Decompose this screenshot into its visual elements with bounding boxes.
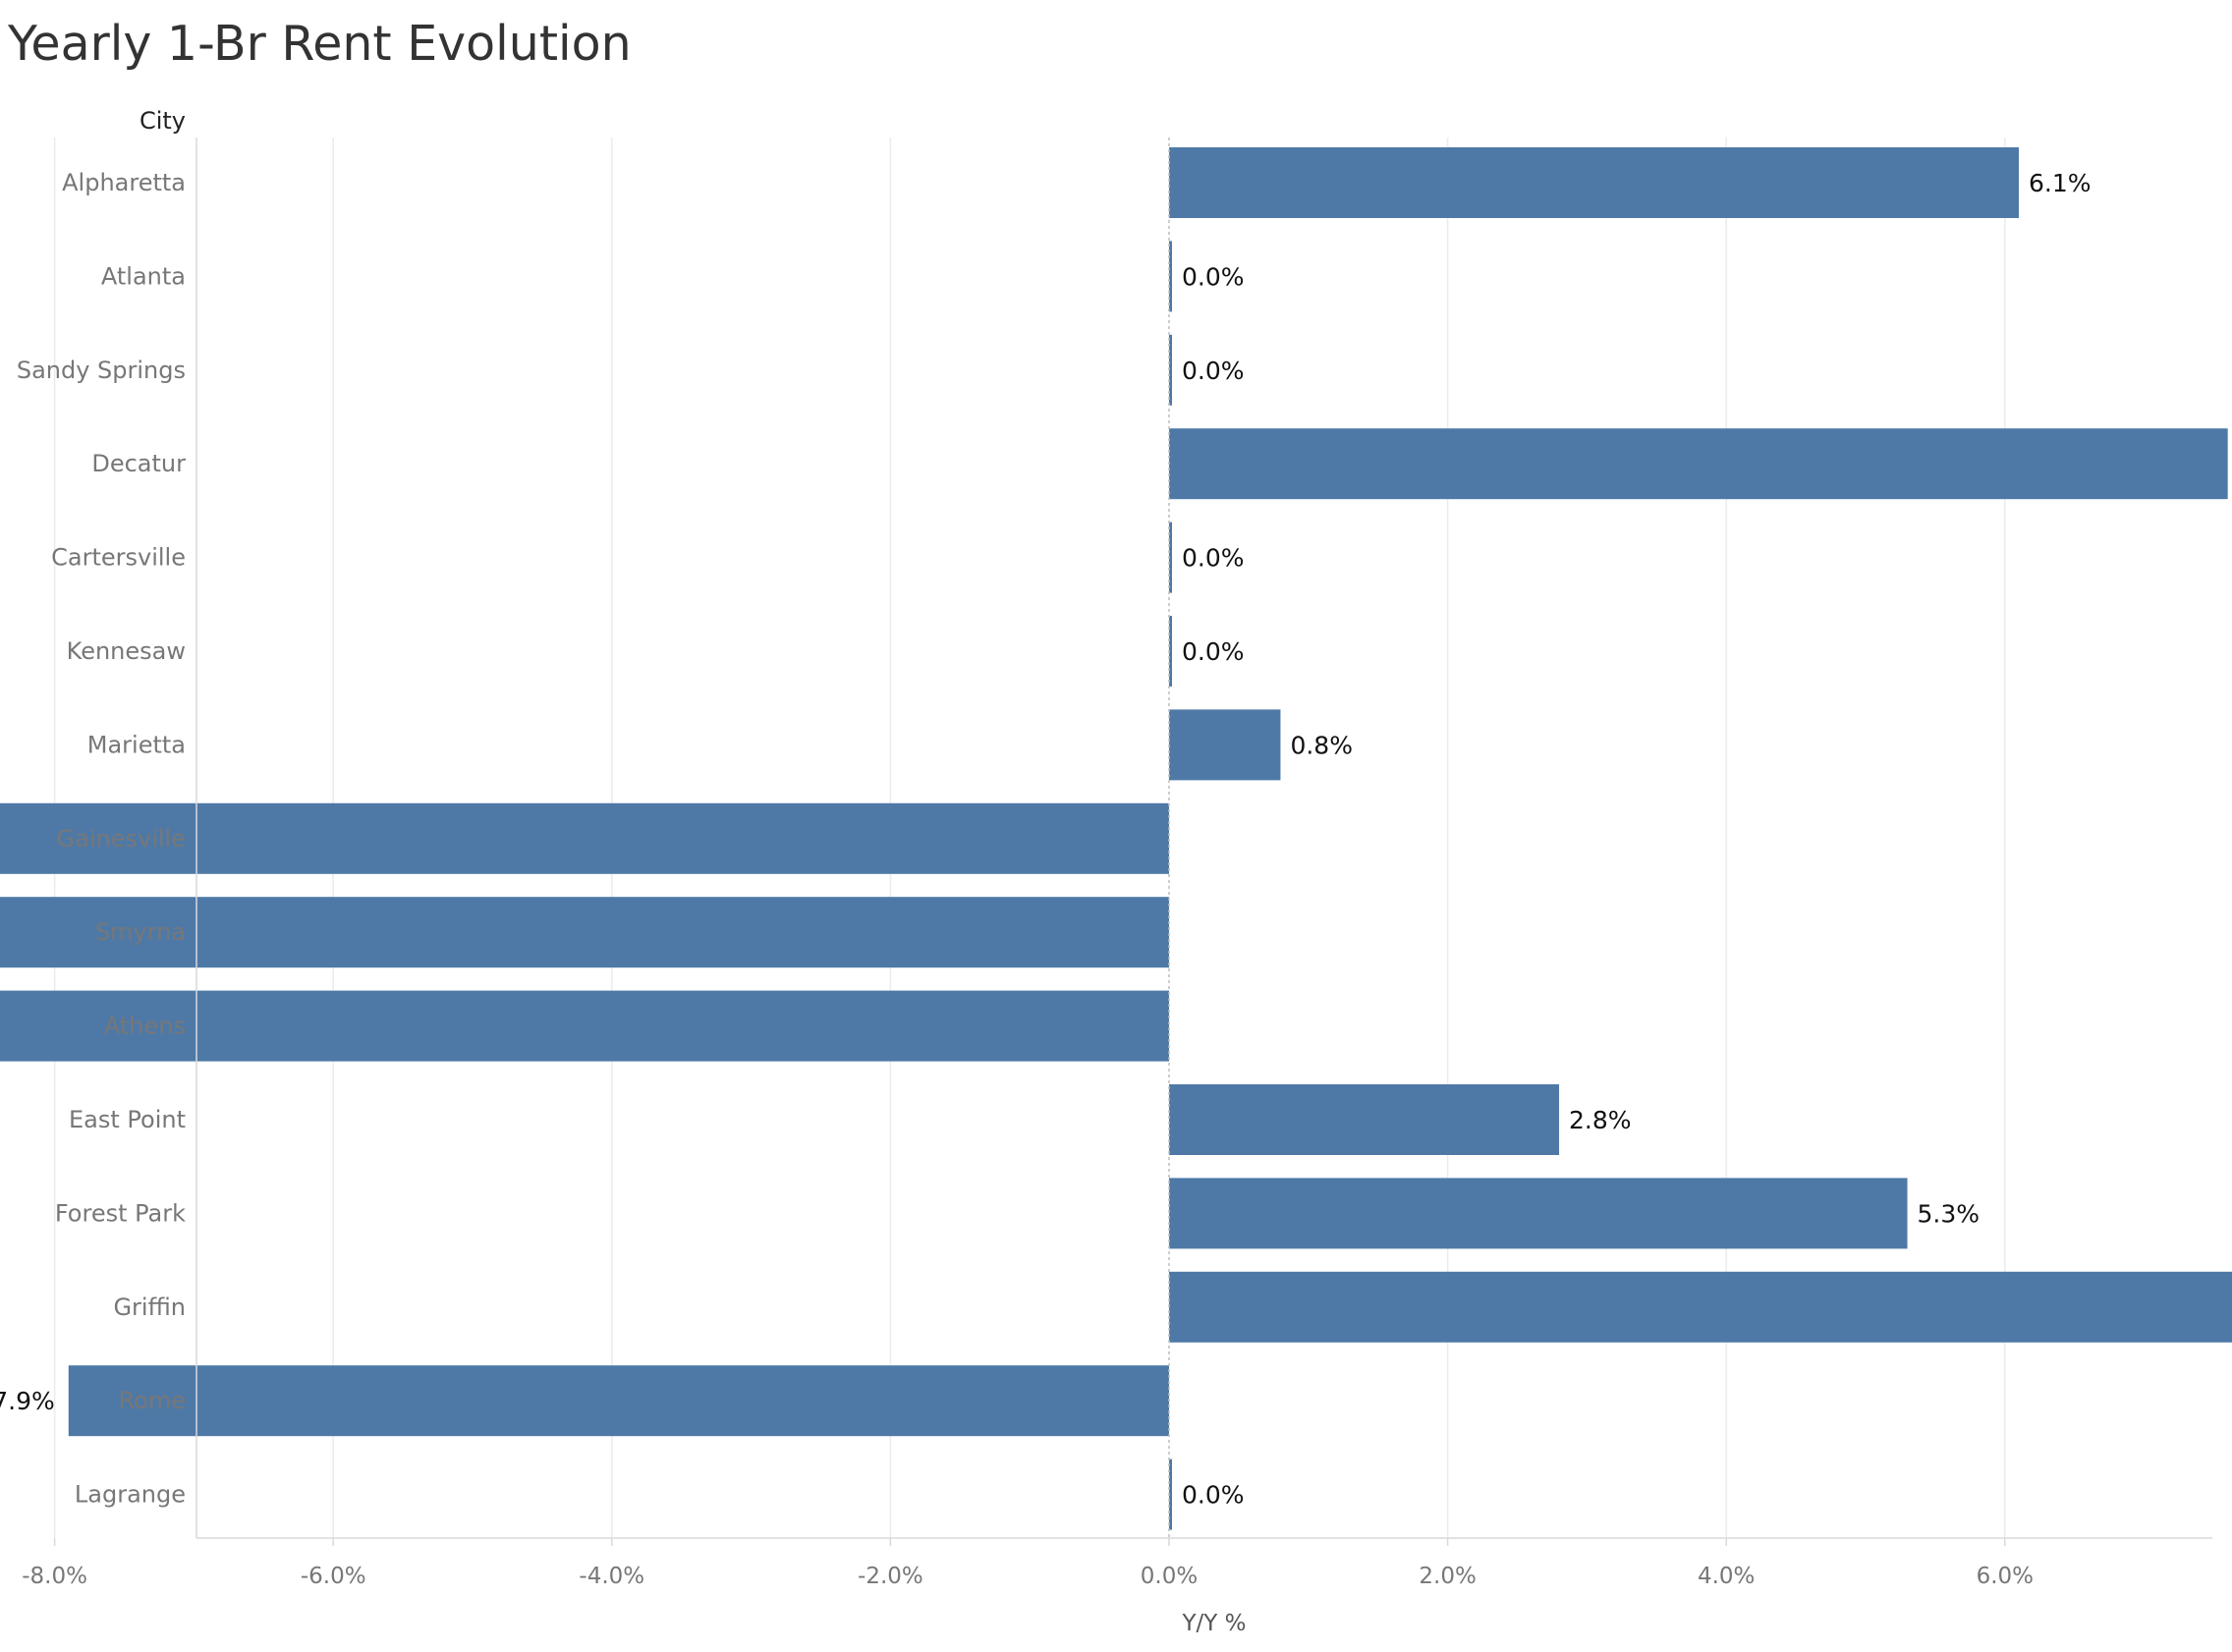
- data-label: 0.0%: [1182, 1481, 1245, 1510]
- x-tick-label: 6.0%: [1977, 1564, 2034, 1589]
- bar-kennesaw: [1169, 616, 1172, 687]
- axes: -12.0%-10.0%-8.0%-6.0%-4.0%-2.0%0.0%2.0%…: [22, 138, 2212, 1589]
- category-label: East Point: [69, 1106, 186, 1133]
- labels: Alpharetta 6.1% Atlanta 0.0% Sandy Springs 0.…: [0, 169, 2092, 1510]
- x-axis-title: Y/Y %: [1181, 1611, 1246, 1636]
- category-label: Griffin: [113, 1294, 186, 1321]
- bar-atlanta: [1169, 241, 1172, 312]
- category-label: Sandy Springs: [17, 357, 186, 384]
- bar-smyrna: [0, 897, 1170, 968]
- bar-griffin: [1169, 1271, 2232, 1343]
- bar-athens: [0, 990, 1170, 1062]
- category-label: Decatur: [91, 450, 186, 477]
- category-label: Marietta: [87, 731, 186, 758]
- data-label: 0.0%: [1182, 262, 1245, 291]
- bar-gainesville: [0, 802, 1169, 874]
- bar-cartersville: [1169, 522, 1172, 593]
- category-label: Cartersville: [51, 544, 186, 572]
- category-label: Rome: [119, 1387, 186, 1414]
- bar-marietta: [1169, 709, 1281, 781]
- bar-decatur: [1169, 428, 2228, 500]
- category-label: Lagrange: [75, 1481, 186, 1509]
- data-label: 0.0%: [1182, 357, 1245, 385]
- chart-title: Yearly 1-Br Rent Evolution: [8, 16, 632, 72]
- category-label: Athens: [104, 1013, 186, 1040]
- data-label: 5.3%: [1918, 1199, 1981, 1228]
- bar-east-point: [1169, 1084, 1560, 1155]
- bar-rome: [68, 1365, 1169, 1437]
- data-label: 2.8%: [1569, 1106, 1632, 1134]
- x-tick-label: -6.0%: [301, 1564, 366, 1589]
- category-label: Forest Park: [55, 1199, 186, 1227]
- x-tick-label: 0.0%: [1141, 1564, 1198, 1589]
- data-label: 0.8%: [1290, 731, 1353, 759]
- data-label: 6.1%: [2029, 169, 2092, 197]
- data-label: -7.9%: [0, 1387, 55, 1415]
- x-tick-label: -2.0%: [858, 1564, 923, 1589]
- bar-lagrange: [1169, 1459, 1172, 1530]
- category-label: Atlanta: [101, 262, 186, 290]
- category-label: Gainesville: [57, 825, 186, 853]
- x-tick-label: -4.0%: [579, 1564, 644, 1589]
- bar-alpharetta: [1169, 147, 2019, 218]
- category-label: Smyrna: [95, 918, 186, 946]
- x-tick-label: -8.0%: [22, 1564, 87, 1589]
- x-tick-label: 4.0%: [1698, 1564, 1755, 1589]
- data-label: 0.0%: [1182, 544, 1245, 573]
- data-label: 0.0%: [1182, 637, 1245, 666]
- bar-forest-park: [1169, 1178, 1908, 1249]
- bars: [0, 147, 2232, 1530]
- category-label: Alpharetta: [62, 169, 186, 196]
- x-tick-label: 2.0%: [1419, 1564, 1476, 1589]
- row-header: City: [140, 107, 186, 135]
- bar-sandy-springs: [1169, 334, 1172, 406]
- category-label: Kennesaw: [67, 637, 186, 665]
